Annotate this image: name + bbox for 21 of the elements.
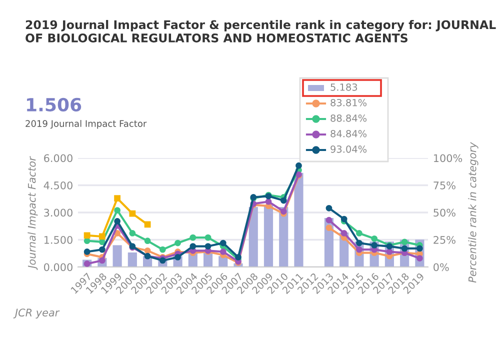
y2-tick-label: 0% xyxy=(434,263,449,272)
text: 93.04% xyxy=(330,145,367,153)
text: 84.84% xyxy=(330,130,367,138)
text: 1.506 xyxy=(27,98,82,112)
y2-tick-label: 75% xyxy=(434,181,456,190)
y-tick-label: 1.500 xyxy=(44,236,72,244)
y-tick-label: 4.500 xyxy=(44,181,72,190)
y2-tick-label: 25% xyxy=(434,236,456,244)
text: 83.81% xyxy=(330,98,367,106)
y-axis-title: Journal Impact Factor xyxy=(28,156,38,270)
y-tick-label: 6.000 xyxy=(44,154,72,162)
y2-tick-label: 100% xyxy=(434,154,462,162)
y2-axis-title: Percentile rank in category xyxy=(468,142,478,283)
text: 88.84% xyxy=(330,114,367,122)
text: 5.183 xyxy=(330,83,358,91)
text: 2019 Journal Impact Factor xyxy=(26,120,147,129)
x-axis-title: JCR year xyxy=(13,308,60,318)
y-tick-label: 0.000 xyxy=(44,263,72,272)
y2-tick-label: 50% xyxy=(434,208,456,217)
chart-title: 2019 Journal Impact Factor & percentile rank in category for: JOURNAL OF BIOLOGICAL REGULATORS AND HOMEOSTATIC AGENTS xyxy=(26,20,496,42)
y-tick-label: 3.000 xyxy=(44,208,72,217)
